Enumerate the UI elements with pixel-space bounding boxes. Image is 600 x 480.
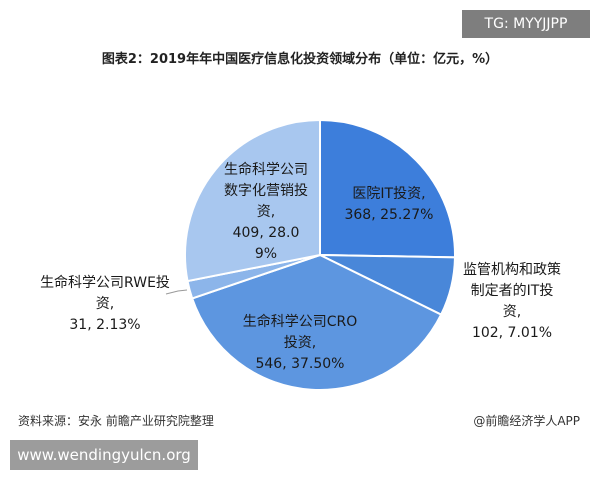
slice-name: 生命科学公司CRO投资,: [242, 314, 358, 351]
slice-value: 546, 37.50%: [255, 356, 345, 372]
slice-value: 368, 25.27%: [344, 207, 434, 223]
pie-slice: [319, 118, 456, 259]
watermark: TG: MYYJJPP: [462, 10, 590, 38]
slice-label: 生命科学公司数字化营销投资, 409, 28.09%: [222, 160, 310, 265]
slice-label: 医院IT投资, 368, 25.27%: [330, 184, 448, 226]
pie-slice: [190, 253, 443, 391]
leader-line: [165, 289, 188, 295]
slice-value: 409, 28.09%: [232, 225, 300, 262]
slice-value: 102, 7.01%: [471, 325, 553, 341]
watermark: www.wendingyulcn.org: [10, 440, 198, 470]
credit: @前瞻经济学人APP: [473, 414, 580, 428]
source-note: 资料来源：安永 前瞻产业研究院整理: [18, 414, 214, 428]
slice-label: 生命科学公司CRO投资, 546, 37.50%: [240, 312, 360, 375]
slice-label: 监管机构和政策制定者的IT投资, 102, 7.01%: [462, 260, 562, 344]
slice-name: 生命科学公司数字化营销投资,: [224, 162, 308, 220]
slice-name: 生命科学公司RWE投资,: [40, 275, 170, 312]
slice-value: 31, 2.13%: [69, 317, 141, 333]
slice-name: 监管机构和政策制定者的IT投资,: [463, 262, 561, 320]
chart-title: 图表2：2019年年中国医疗信息化投资领域分布（单位：亿元，%）: [101, 52, 499, 67]
pie-slice: [184, 118, 321, 283]
slice-name: 医院IT投资,: [352, 186, 426, 202]
slice-label: 生命科学公司RWE投资, 31, 2.13%: [40, 273, 170, 336]
